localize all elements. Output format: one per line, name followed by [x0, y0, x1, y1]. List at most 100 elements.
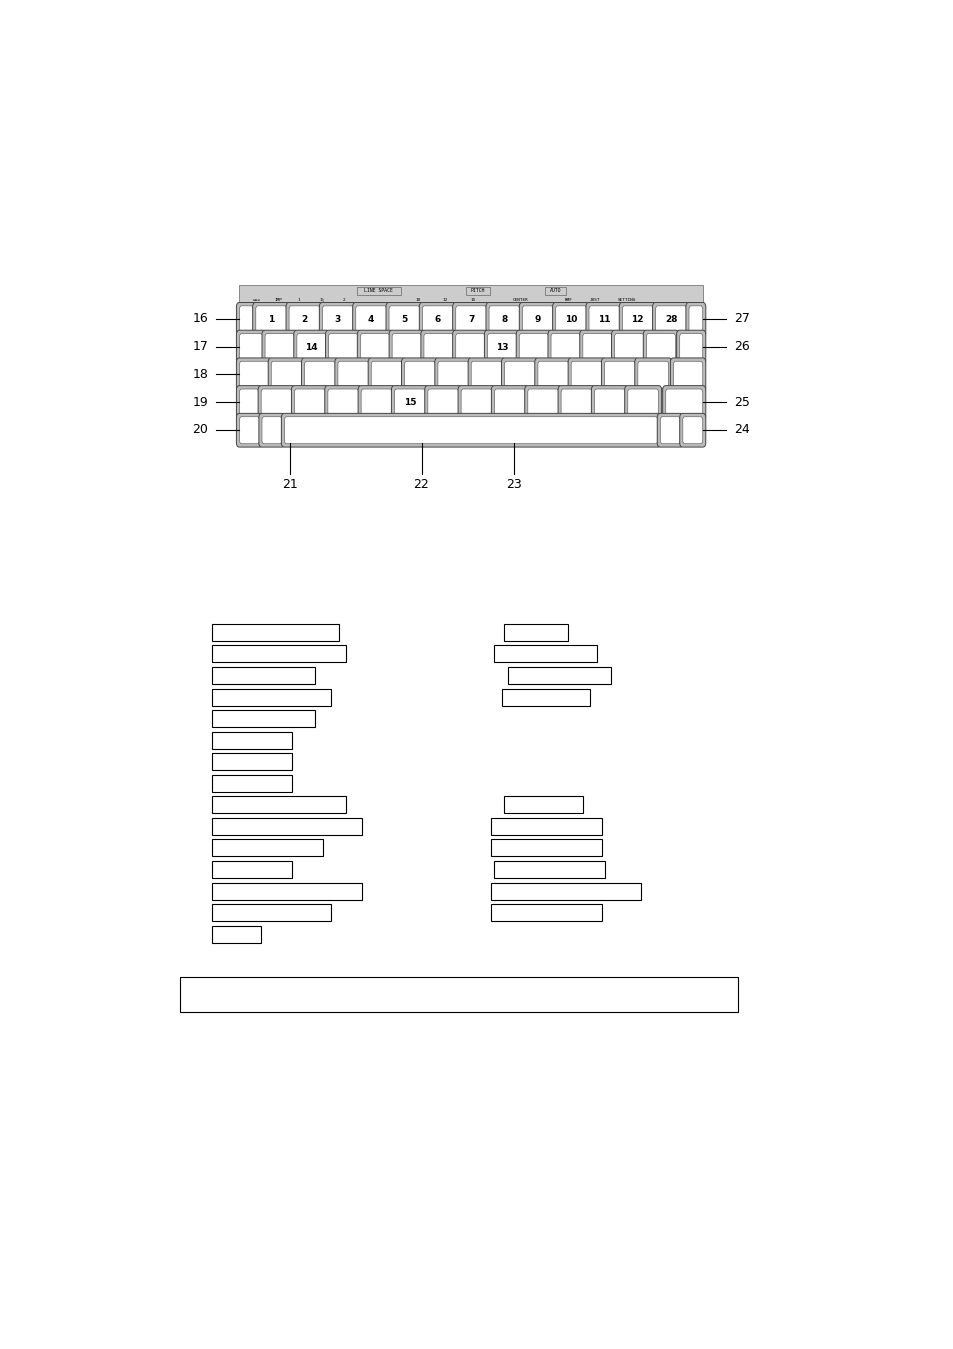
- Text: PITCH: PITCH: [470, 289, 484, 293]
- Bar: [491, 904, 601, 921]
- Bar: [212, 817, 361, 835]
- FancyBboxPatch shape: [456, 306, 486, 333]
- Bar: [491, 839, 601, 857]
- Text: 2: 2: [301, 314, 307, 324]
- FancyBboxPatch shape: [487, 333, 517, 360]
- FancyBboxPatch shape: [670, 357, 705, 391]
- Text: 1: 1: [268, 314, 274, 324]
- FancyBboxPatch shape: [659, 417, 679, 444]
- FancyBboxPatch shape: [427, 389, 458, 415]
- FancyBboxPatch shape: [516, 331, 551, 364]
- FancyBboxPatch shape: [618, 302, 656, 336]
- FancyBboxPatch shape: [655, 306, 686, 333]
- FancyBboxPatch shape: [355, 306, 386, 333]
- Text: 14: 14: [305, 343, 317, 352]
- Bar: [494, 861, 604, 878]
- FancyBboxPatch shape: [435, 357, 471, 391]
- Text: 28: 28: [664, 314, 677, 324]
- FancyBboxPatch shape: [662, 386, 705, 420]
- FancyBboxPatch shape: [389, 306, 419, 333]
- FancyBboxPatch shape: [268, 357, 305, 391]
- FancyBboxPatch shape: [468, 357, 504, 391]
- Text: 1½: 1½: [319, 298, 325, 302]
- FancyBboxPatch shape: [353, 302, 389, 336]
- Text: 4: 4: [368, 314, 374, 324]
- Text: AUTO: AUTO: [549, 289, 560, 293]
- Bar: [212, 731, 292, 749]
- Bar: [212, 861, 292, 878]
- FancyBboxPatch shape: [558, 386, 595, 420]
- FancyBboxPatch shape: [361, 389, 392, 415]
- FancyBboxPatch shape: [236, 386, 261, 420]
- FancyBboxPatch shape: [335, 357, 372, 391]
- FancyBboxPatch shape: [555, 306, 586, 333]
- Bar: [239, 285, 702, 305]
- FancyBboxPatch shape: [611, 331, 646, 364]
- FancyBboxPatch shape: [419, 302, 456, 336]
- Text: 25: 25: [733, 395, 749, 409]
- FancyBboxPatch shape: [627, 389, 658, 415]
- Text: 20: 20: [193, 424, 208, 436]
- FancyBboxPatch shape: [371, 362, 401, 389]
- FancyBboxPatch shape: [582, 333, 612, 360]
- FancyBboxPatch shape: [236, 302, 256, 336]
- Text: ⇔⇔⇔: ⇔⇔⇔: [253, 298, 260, 302]
- FancyBboxPatch shape: [357, 331, 393, 364]
- FancyBboxPatch shape: [337, 362, 368, 389]
- Text: 22: 22: [414, 478, 429, 491]
- FancyBboxPatch shape: [324, 386, 361, 420]
- FancyBboxPatch shape: [395, 389, 425, 415]
- FancyBboxPatch shape: [676, 331, 705, 364]
- FancyBboxPatch shape: [665, 389, 702, 415]
- Text: 11: 11: [598, 314, 610, 324]
- FancyBboxPatch shape: [261, 389, 292, 415]
- FancyBboxPatch shape: [301, 357, 338, 391]
- FancyBboxPatch shape: [634, 357, 671, 391]
- Bar: [212, 666, 315, 684]
- FancyBboxPatch shape: [527, 389, 558, 415]
- FancyBboxPatch shape: [588, 306, 619, 333]
- Bar: [212, 623, 338, 641]
- FancyBboxPatch shape: [420, 331, 456, 364]
- Text: 13: 13: [496, 343, 508, 352]
- FancyBboxPatch shape: [258, 386, 294, 420]
- FancyBboxPatch shape: [518, 302, 556, 336]
- Text: 10: 10: [415, 298, 420, 302]
- FancyBboxPatch shape: [518, 333, 548, 360]
- Text: 17: 17: [193, 340, 208, 353]
- FancyBboxPatch shape: [646, 333, 675, 360]
- FancyBboxPatch shape: [328, 389, 358, 415]
- FancyBboxPatch shape: [624, 386, 661, 420]
- Bar: [212, 774, 292, 792]
- FancyBboxPatch shape: [537, 362, 568, 389]
- Bar: [212, 904, 331, 921]
- Text: LINE SPACE: LINE SPACE: [364, 289, 393, 293]
- Text: 18: 18: [193, 368, 208, 380]
- FancyBboxPatch shape: [688, 306, 702, 333]
- FancyBboxPatch shape: [239, 306, 253, 333]
- FancyBboxPatch shape: [236, 357, 272, 391]
- FancyBboxPatch shape: [281, 413, 660, 447]
- Text: SETTING: SETTING: [617, 298, 636, 302]
- FancyBboxPatch shape: [535, 357, 571, 391]
- Bar: [503, 796, 583, 813]
- FancyBboxPatch shape: [258, 413, 285, 447]
- FancyBboxPatch shape: [579, 331, 615, 364]
- FancyBboxPatch shape: [491, 386, 528, 420]
- FancyBboxPatch shape: [484, 331, 519, 364]
- FancyBboxPatch shape: [325, 331, 360, 364]
- Text: 26: 26: [733, 340, 749, 353]
- Bar: [212, 925, 261, 943]
- FancyBboxPatch shape: [423, 333, 453, 360]
- Text: 27: 27: [733, 313, 749, 325]
- FancyBboxPatch shape: [239, 362, 269, 389]
- Text: 3: 3: [335, 314, 340, 324]
- Text: 16: 16: [193, 313, 208, 325]
- Bar: [212, 753, 292, 770]
- Bar: [212, 645, 346, 662]
- FancyBboxPatch shape: [391, 386, 428, 420]
- FancyBboxPatch shape: [404, 362, 435, 389]
- FancyBboxPatch shape: [452, 331, 488, 364]
- FancyBboxPatch shape: [265, 333, 294, 360]
- FancyBboxPatch shape: [262, 417, 281, 444]
